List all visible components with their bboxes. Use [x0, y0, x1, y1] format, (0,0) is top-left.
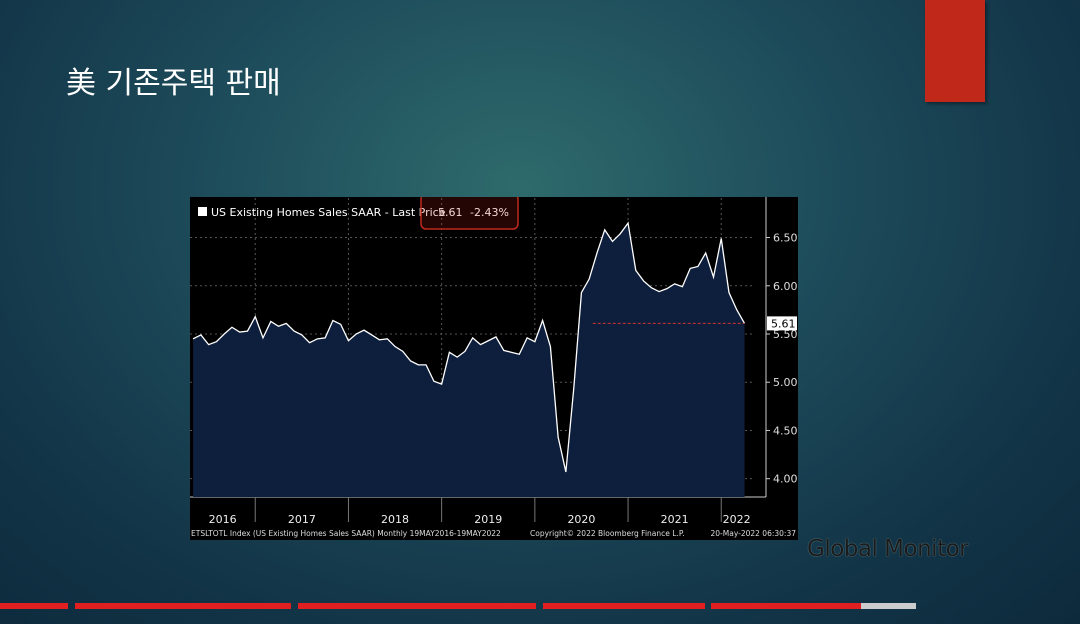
x-tick-label: 2018 — [381, 513, 409, 526]
last-price-label: 5.61 — [771, 317, 796, 330]
brand: Global Monitor — [807, 536, 969, 562]
highlight — [420, 197, 519, 230]
progress — [75, 603, 291, 609]
progress — [298, 603, 536, 609]
last-price-tag — [767, 316, 797, 331]
legend-swatch — [198, 207, 207, 216]
chart: 4.00 4.50 5.00 5.50 6.00 6.50 2016 2017 2018 2019… — [190, 197, 798, 540]
x-tick-label: 2021 — [661, 513, 689, 526]
y-tick-label: 4.00 — [773, 473, 798, 486]
x-tick-label: 2017 — [288, 513, 316, 526]
y-tick-label: 5.00 — [773, 376, 798, 389]
x-tick-label: 2022 — [723, 513, 751, 526]
y-tick-label: 5.50 — [773, 328, 798, 341]
decor-box — [925, 0, 985, 102]
footer: Copyright© 2022 Bloomberg Finance L.P. — [530, 529, 685, 538]
progress — [543, 603, 705, 609]
x-tick-label: 2019 — [474, 513, 502, 526]
y-tick-label: 4.50 — [773, 424, 798, 437]
y-tick-label: 6.00 — [773, 280, 798, 293]
progress — [0, 603, 68, 609]
area — [193, 223, 745, 497]
legend-change: -2.43% — [470, 206, 509, 219]
legend-last: 5.61 — [438, 206, 463, 219]
footer: ETSLTOTL Index (US Existing Homes Sales … — [191, 529, 501, 538]
progress — [711, 603, 861, 609]
line — [192, 221, 746, 473]
x-tick-label: 2016 — [209, 513, 237, 526]
progress — [861, 603, 916, 609]
slide-title: 美 기존주택 판매 — [66, 66, 281, 101]
footer: 20-May-2022 06:30:37 — [711, 529, 797, 538]
x-tick-label: 2020 — [567, 513, 595, 526]
legend-text: US Existing Homes Sales SAAR - Last Pric… — [211, 206, 446, 219]
y-tick-label: 6.50 — [773, 232, 798, 245]
